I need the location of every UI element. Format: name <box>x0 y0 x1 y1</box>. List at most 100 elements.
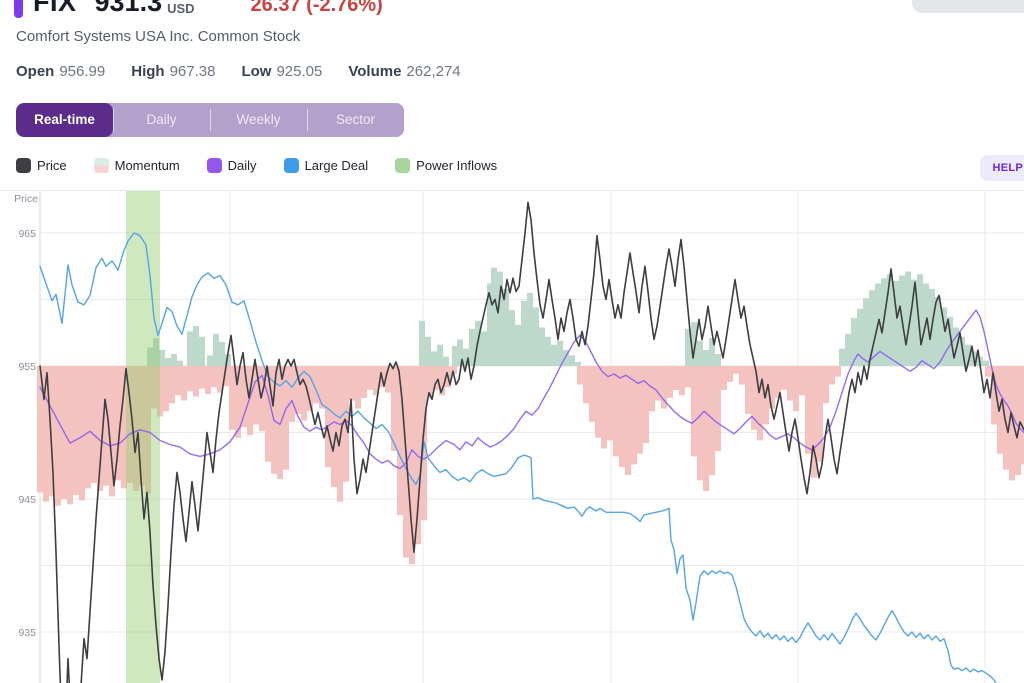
inflow-bar <box>857 308 863 366</box>
momentum-bar <box>181 366 187 401</box>
momentum-bar <box>121 366 127 489</box>
momentum-bar <box>319 366 325 409</box>
momentum-bar <box>85 366 91 489</box>
momentum-bar <box>247 366 253 436</box>
inflow-bar <box>452 346 458 366</box>
inflow-bar <box>715 354 721 366</box>
momentum-swatch-icon <box>93 158 109 173</box>
inflow-bar <box>527 292 533 366</box>
momentum-bar <box>649 366 655 412</box>
price-swatch-icon <box>16 158 31 173</box>
momentum-bar <box>397 366 403 515</box>
inflow-bar <box>463 348 469 366</box>
inflow-bar <box>431 351 437 366</box>
momentum-bar <box>829 366 835 385</box>
momentum-bar <box>775 366 781 398</box>
legend-item-momentum[interactable]: Momentum <box>93 158 180 173</box>
momentum-bar <box>703 366 709 492</box>
inflow-bar <box>539 327 545 366</box>
price-chart-svg[interactable] <box>0 191 1024 683</box>
inflow-bar <box>457 339 463 366</box>
inflow-bar <box>515 324 521 366</box>
momentum-bar <box>73 366 79 496</box>
inflow-bar <box>481 331 487 366</box>
momentum-bar <box>595 366 601 438</box>
momentum-bar <box>259 366 265 432</box>
momentum-bar <box>187 366 193 392</box>
momentum-bar <box>313 366 319 404</box>
momentum-bar <box>79 366 85 501</box>
y-tick-955: 955 <box>18 361 36 373</box>
inflow-bar <box>147 347 153 366</box>
stat-high: High 967.38 <box>131 63 215 80</box>
momentum-bar <box>235 366 241 438</box>
inflow-bar <box>497 271 503 366</box>
momentum-bar <box>427 366 433 398</box>
inflow-bar <box>569 355 575 366</box>
momentum-bar <box>307 366 313 412</box>
momentum-bar <box>1003 366 1009 470</box>
stat-high-value: 967.38 <box>169 63 216 80</box>
stat-low-label: Low <box>241 63 272 80</box>
tab-sector[interactable]: Sector <box>307 103 404 137</box>
inflow-bar <box>839 348 845 366</box>
momentum-bar <box>823 366 829 404</box>
momentum-bar <box>67 366 73 505</box>
inflow-bar <box>563 350 569 366</box>
stats-row: Open 956.99 High 967.38 Low 925.05 Volume 26… <box>16 63 487 80</box>
momentum-bar <box>115 366 121 481</box>
inflow-bar <box>521 300 527 366</box>
inflow-bar <box>551 344 557 366</box>
momentum-bar <box>133 366 139 492</box>
inflow-bar <box>545 336 551 366</box>
inflow-bar <box>557 340 563 366</box>
momentum-bar <box>349 366 355 401</box>
momentum-bar <box>55 366 61 506</box>
momentum-bar <box>451 366 457 374</box>
momentum-bar <box>727 366 733 382</box>
tab-weekly[interactable]: Weekly <box>210 103 307 137</box>
legend-item-large-deal[interactable]: Large Deal <box>283 158 368 173</box>
inflow-bar <box>691 322 697 366</box>
momentum-bar <box>373 366 379 396</box>
tab-daily[interactable]: Daily <box>113 103 210 137</box>
momentum-bar <box>199 366 205 389</box>
company-name: Comfort Systems USA Inc. Common Stock <box>16 28 301 45</box>
help-button[interactable]: HELP <box>980 155 1024 181</box>
stat-open-value: 956.99 <box>59 63 106 80</box>
inflow-bar <box>207 355 213 366</box>
stat-volume-label: Volume <box>348 63 402 80</box>
inflow-bar <box>219 342 225 366</box>
inflow-bar <box>917 274 923 366</box>
legend-item-power-inflows[interactable]: Power Inflows <box>395 158 497 173</box>
momentum-bar <box>661 366 667 409</box>
momentum-bar <box>787 366 793 401</box>
momentum-bar <box>685 366 691 388</box>
momentum-bar <box>637 366 643 454</box>
inflow-bar <box>425 336 431 366</box>
tab-real-time[interactable]: Real-time <box>16 103 113 137</box>
inflow-bar <box>199 336 205 366</box>
momentum-bar <box>715 366 721 452</box>
ticker-header: FIX 931.3 USD 26.37 (-2.76%) <box>14 0 383 18</box>
momentum-bar <box>265 366 271 462</box>
legend-item-price[interactable]: Price <box>16 158 67 173</box>
inflow-bar <box>941 307 947 366</box>
top-right-button[interactable] <box>912 0 1024 13</box>
momentum-bar <box>157 366 163 417</box>
legend-item-daily[interactable]: Daily <box>206 158 257 173</box>
inflow-bar <box>469 328 475 366</box>
momentum-bar <box>223 366 229 386</box>
inflow-bar <box>177 360 183 366</box>
momentum-bar <box>283 366 289 470</box>
momentum-bar <box>793 366 799 412</box>
price-line <box>39 201 1024 683</box>
momentum-bar <box>805 366 811 454</box>
momentum-bar <box>145 366 151 494</box>
momentum-bar <box>253 366 259 425</box>
price-chart[interactable]: Price 965 955 945 935 <box>0 190 1024 683</box>
momentum-bar <box>433 366 439 390</box>
momentum-bar <box>817 366 823 462</box>
momentum-bar <box>751 366 757 430</box>
